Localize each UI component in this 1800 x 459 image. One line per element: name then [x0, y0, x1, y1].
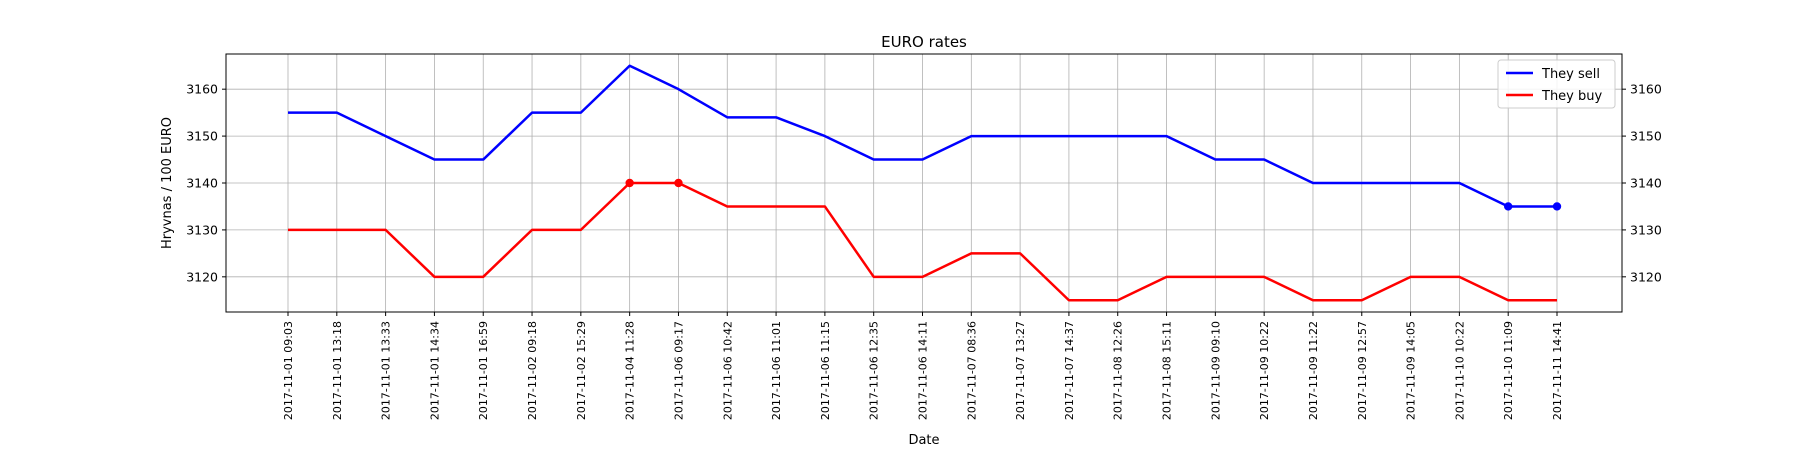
- x-tick-label: 2017-11-06 10:42: [721, 321, 734, 420]
- y-tick-label-right: 3140: [1630, 176, 1662, 191]
- x-tick-label: 2017-11-07 14:37: [1063, 321, 1076, 420]
- x-tick-label: 2017-11-06 12:35: [868, 321, 881, 420]
- x-tick-label: 2017-11-09 12:57: [1356, 321, 1369, 420]
- y-tick-label-right: 3130: [1630, 222, 1662, 237]
- x-tick-label: 2017-11-02 15:29: [575, 321, 588, 420]
- x-tick-label: 2017-11-09 09:10: [1209, 321, 1222, 420]
- data-point-they-sell: [1552, 202, 1562, 211]
- x-tick-label: 2017-11-09 14:05: [1405, 321, 1418, 420]
- y-tick-label-left: 3130: [186, 222, 218, 237]
- legend: They sell They buy: [1497, 59, 1616, 109]
- y-tick-label-right: 3120: [1630, 269, 1662, 284]
- legend-label-they-buy: They buy: [1541, 89, 1602, 104]
- x-tick-label: 2017-11-10 11:09: [1502, 321, 1515, 420]
- x-tick-label: 2017-11-06 11:15: [819, 321, 832, 420]
- x-tick-label: 2017-11-07 13:27: [1014, 321, 1027, 420]
- x-tick-label: 2017-11-09 11:22: [1307, 321, 1320, 420]
- x-tick-label: 2017-11-06 09:17: [672, 321, 685, 420]
- y-tick-label-left: 3140: [186, 176, 218, 191]
- x-tick-label: 2017-11-10 10:22: [1453, 321, 1466, 420]
- x-tick-label: 2017-11-01 16:59: [477, 321, 490, 420]
- x-tick-label: 2017-11-04 11:28: [624, 321, 637, 420]
- data-point-they-buy: [674, 178, 683, 188]
- x-tick-label: 2017-11-07 08:36: [965, 321, 978, 420]
- y-tick-label-left: 3120: [186, 269, 218, 284]
- y-axis-label: Hryvnas / 100 EURO: [160, 117, 175, 249]
- y-tick-label-right: 3150: [1630, 129, 1662, 144]
- x-tick-label: 2017-11-06 11:01: [770, 321, 783, 420]
- series-layer: [288, 64, 1562, 302]
- data-point-they-sell: [1503, 202, 1513, 211]
- x-tick-label: 2017-11-11 14:41: [1551, 321, 1564, 420]
- x-tick-label: 2017-11-06 14:11: [917, 321, 930, 420]
- x-tick-label: 2017-11-01 09:03: [282, 321, 295, 420]
- series-line-they-sell: [288, 64, 1557, 208]
- series-line-they-buy: [288, 181, 1557, 302]
- y-tick-label-right: 3160: [1630, 82, 1662, 97]
- y-tick-label-left: 3160: [186, 82, 218, 97]
- chart-title: EURO rates: [881, 33, 967, 51]
- x-tick-label: 2017-11-08 15:11: [1161, 321, 1174, 420]
- x-tick-label: 2017-11-01 14:34: [428, 321, 441, 420]
- y-tick-label-left: 3150: [186, 129, 218, 144]
- x-tick-label: 2017-11-09 10:22: [1258, 321, 1271, 420]
- x-axis-label: Date: [908, 433, 939, 448]
- x-tick-label: 2017-11-08 12:26: [1112, 321, 1125, 420]
- legend-label-they-sell: They sell: [1541, 67, 1600, 82]
- data-point-they-buy: [625, 178, 634, 188]
- x-tick-label: 2017-11-02 09:18: [526, 321, 539, 420]
- x-tick-label: 2017-11-01 13:18: [331, 321, 344, 420]
- x-tick-label: 2017-11-01 13:33: [380, 321, 393, 420]
- axes: 2017-11-01 09:03 2017-11-01 13:18 2017-11-…: [186, 82, 1662, 420]
